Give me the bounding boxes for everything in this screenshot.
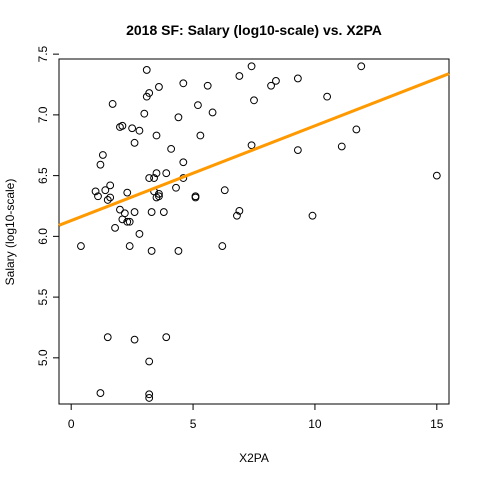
x-tick-label: 10 xyxy=(308,417,322,431)
data-point xyxy=(155,192,163,201)
data-point xyxy=(162,333,171,342)
data-point xyxy=(103,333,112,342)
y-tick-label: 6.5 xyxy=(36,167,50,184)
y-tick-label: 5.5 xyxy=(36,288,50,305)
x-tick-label: 0 xyxy=(68,417,75,431)
data-point xyxy=(145,89,154,97)
data-point xyxy=(235,72,244,80)
data-point xyxy=(128,124,137,133)
data-point xyxy=(432,171,441,180)
data-point xyxy=(247,62,256,71)
data-point xyxy=(203,81,212,90)
data-point xyxy=(208,108,217,117)
data-point xyxy=(357,62,366,71)
data-point xyxy=(179,158,188,167)
data-point xyxy=(106,181,115,190)
data-point xyxy=(103,196,112,204)
data-point xyxy=(150,174,158,182)
chart-title: 2018 SF: Salary (log10-scale) vs. X2PA xyxy=(126,22,382,38)
data-point xyxy=(293,74,302,83)
data-point xyxy=(323,92,332,101)
data-point xyxy=(130,335,139,344)
data-point xyxy=(147,247,156,255)
data-point xyxy=(152,169,161,178)
data-point xyxy=(191,193,200,202)
data-point xyxy=(125,217,134,226)
regression-line xyxy=(58,72,450,227)
y-tick-label: 7.0 xyxy=(36,106,50,123)
y-tick-label: 6.0 xyxy=(36,228,50,245)
data-points xyxy=(77,62,441,402)
data-point xyxy=(130,138,139,147)
data-point xyxy=(159,208,168,216)
data-point xyxy=(267,81,275,90)
data-point xyxy=(174,113,183,122)
data-point xyxy=(167,144,176,153)
data-point xyxy=(145,174,154,182)
data-point xyxy=(140,109,149,118)
data-point xyxy=(250,96,258,105)
data-point xyxy=(96,389,105,397)
data-point xyxy=(123,217,132,226)
data-point xyxy=(111,223,119,232)
x-tick-label: 15 xyxy=(430,417,444,431)
data-point xyxy=(293,146,302,155)
data-point xyxy=(272,76,280,85)
data-point xyxy=(108,100,117,108)
data-point xyxy=(94,192,102,201)
data-point xyxy=(106,193,115,202)
data-point xyxy=(235,206,244,215)
data-point xyxy=(118,121,127,130)
data-point xyxy=(123,188,132,197)
data-point xyxy=(352,125,361,134)
data-point xyxy=(142,66,151,74)
data-point xyxy=(196,131,205,140)
data-point xyxy=(174,247,183,255)
data-point xyxy=(120,209,129,218)
data-point xyxy=(155,189,163,198)
data-point xyxy=(145,357,154,366)
data-point xyxy=(116,205,124,214)
data-point xyxy=(337,142,346,151)
data-point xyxy=(135,230,144,238)
y-tick-label: 7.5 xyxy=(36,45,50,62)
data-point xyxy=(135,126,144,135)
data-point xyxy=(162,169,171,178)
x-axis-label: X2PA xyxy=(239,451,269,465)
data-point xyxy=(147,208,156,216)
data-point xyxy=(308,211,317,220)
data-point xyxy=(101,186,110,195)
data-point xyxy=(233,211,241,220)
y-axis: 5.0 5.5 6.0 6.5 7.0 7.5 xyxy=(36,45,59,366)
data-point xyxy=(179,79,188,88)
data-point xyxy=(77,242,85,250)
data-point xyxy=(247,141,256,150)
y-tick-label: 5.0 xyxy=(36,349,50,366)
x-axis: 0 5 10 15 xyxy=(68,404,444,431)
data-point xyxy=(172,183,180,192)
x-tick-label: 5 xyxy=(190,417,197,431)
data-point xyxy=(130,208,139,216)
plot-frame xyxy=(58,58,450,405)
data-point xyxy=(194,101,202,110)
y-axis-label: Salary (log10-scale) xyxy=(3,179,17,286)
data-point xyxy=(125,242,134,250)
data-point xyxy=(152,131,161,140)
data-point xyxy=(91,187,100,196)
data-point xyxy=(96,160,105,169)
data-point xyxy=(98,151,107,159)
data-point xyxy=(155,83,163,91)
data-point xyxy=(145,390,154,399)
data-point xyxy=(145,394,154,402)
data-point xyxy=(218,242,227,250)
data-point xyxy=(220,186,229,195)
